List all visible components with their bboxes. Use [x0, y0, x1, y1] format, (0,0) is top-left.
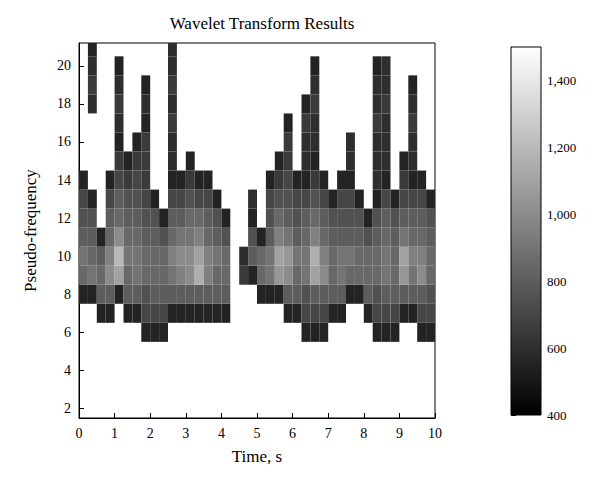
svg-text:1,000: 1,000 — [547, 207, 576, 222]
svg-text:400: 400 — [547, 408, 567, 423]
svg-text:2: 2 — [147, 426, 154, 441]
svg-text:16: 16 — [57, 134, 71, 149]
svg-text:Pseudo-frequency: Pseudo-frequency — [21, 169, 40, 292]
svg-text:800: 800 — [547, 274, 567, 289]
svg-text:20: 20 — [57, 58, 71, 73]
svg-text:10: 10 — [428, 426, 442, 441]
svg-text:8: 8 — [360, 426, 367, 441]
svg-text:3: 3 — [182, 426, 189, 441]
svg-text:1,400: 1,400 — [547, 73, 576, 88]
svg-text:600: 600 — [547, 341, 567, 356]
svg-text:18: 18 — [57, 96, 71, 111]
svg-text:1: 1 — [111, 426, 118, 441]
svg-text:2: 2 — [64, 401, 71, 416]
svg-text:6: 6 — [64, 325, 71, 340]
svg-text:9: 9 — [396, 426, 403, 441]
svg-text:Time, s: Time, s — [232, 447, 282, 466]
svg-text:6: 6 — [289, 426, 296, 441]
svg-text:8: 8 — [64, 287, 71, 302]
svg-text:4: 4 — [218, 426, 225, 441]
svg-text:0: 0 — [76, 426, 83, 441]
svg-text:7: 7 — [325, 426, 332, 441]
svg-text:Wavelet Transform Results: Wavelet Transform Results — [170, 14, 355, 33]
svg-text:4: 4 — [64, 363, 71, 378]
svg-text:5: 5 — [254, 426, 261, 441]
svg-text:1,200: 1,200 — [547, 140, 576, 155]
svg-text:12: 12 — [57, 211, 71, 226]
svg-text:10: 10 — [57, 249, 71, 264]
svg-text:14: 14 — [57, 173, 71, 188]
